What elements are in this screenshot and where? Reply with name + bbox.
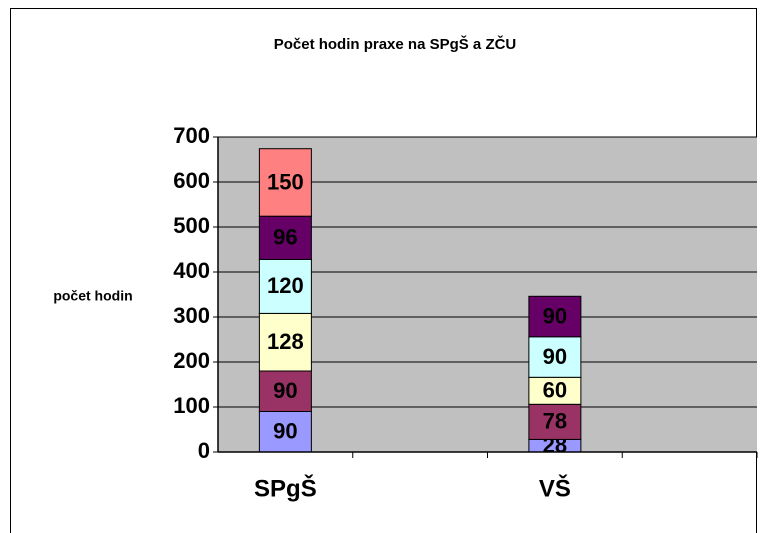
bar-segment [528,403,582,440]
y-tick-label: 700 [173,123,210,148]
data-label: 96 [273,225,297,250]
data-label: 90 [543,344,567,369]
data-label: 78 [543,409,567,434]
y-tick-label: 100 [173,393,210,418]
bar-segment [258,148,312,217]
y-tick-label: 500 [173,213,210,238]
bar-segment [258,370,312,412]
bar-segment [258,411,312,453]
data-label: 128 [267,329,304,354]
bar-segment [258,215,312,260]
data-label: 120 [267,273,304,298]
bar-segment [528,295,582,338]
y-tick-label: 0 [198,438,210,463]
data-label: 90 [273,378,297,403]
bar-segment [528,336,582,378]
y-tick-label: 600 [173,168,210,193]
bar-segment [258,312,312,372]
y-tick-label: 300 [173,303,210,328]
x-tick-label: SPgŠ [254,474,317,502]
y-tick-label: 400 [173,258,210,283]
data-label: 90 [273,419,297,444]
data-label: 60 [543,378,567,403]
bar-segment [258,258,312,314]
chart-title: Počet hodin praxe na SPgŠ a ZČU [274,35,517,53]
y-tick-label: 200 [173,348,210,373]
y-axis-label: počet hodin [53,288,132,304]
x-tick-label: VŠ [539,474,571,502]
data-label: 90 [543,303,567,328]
data-label: 150 [267,169,304,194]
